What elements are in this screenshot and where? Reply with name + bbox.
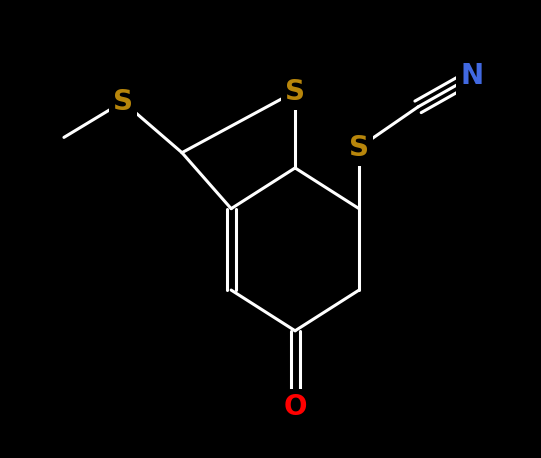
Text: S: S: [113, 88, 133, 116]
Text: N: N: [460, 62, 484, 90]
Text: S: S: [285, 77, 305, 106]
Text: O: O: [283, 393, 307, 421]
Text: S: S: [349, 134, 369, 162]
